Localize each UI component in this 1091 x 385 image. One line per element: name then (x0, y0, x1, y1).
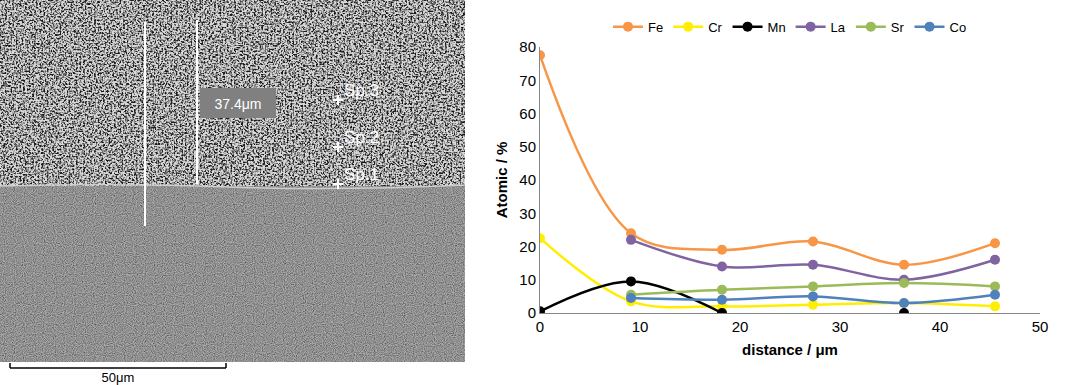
svg-text:10: 10 (519, 271, 536, 288)
svg-text:Sr: Sr (891, 20, 905, 35)
svg-text:Fe: Fe (648, 20, 663, 35)
svg-text:50μm: 50μm (102, 370, 135, 385)
svg-text:0: 0 (528, 304, 536, 321)
svg-text:40: 40 (519, 171, 536, 188)
svg-text:70: 70 (519, 72, 536, 89)
svg-text:20: 20 (732, 318, 749, 335)
svg-text:30: 30 (832, 318, 849, 335)
svg-text:Sp.3: Sp.3 (344, 81, 379, 100)
svg-text:40: 40 (932, 318, 949, 335)
svg-text:10: 10 (632, 318, 649, 335)
svg-text:30: 30 (519, 205, 536, 222)
svg-text:La: La (831, 20, 846, 35)
svg-text:Sp.2: Sp.2 (344, 128, 379, 147)
svg-text:Sp.1: Sp.1 (344, 165, 379, 184)
svg-text:50: 50 (1032, 318, 1049, 335)
svg-text:distance / μm: distance / μm (742, 341, 838, 358)
svg-text:50: 50 (519, 138, 536, 155)
svg-text:80: 80 (519, 38, 536, 55)
svg-text:Co: Co (950, 20, 967, 35)
svg-text:20: 20 (519, 238, 536, 255)
svg-text:37.4μm: 37.4μm (215, 96, 262, 112)
svg-text:Mn: Mn (768, 20, 786, 35)
svg-text:60: 60 (519, 105, 536, 122)
svg-text:Cr: Cr (708, 20, 722, 35)
svg-text:0: 0 (536, 318, 544, 335)
svg-text:Atomic / %: Atomic / % (493, 142, 510, 219)
